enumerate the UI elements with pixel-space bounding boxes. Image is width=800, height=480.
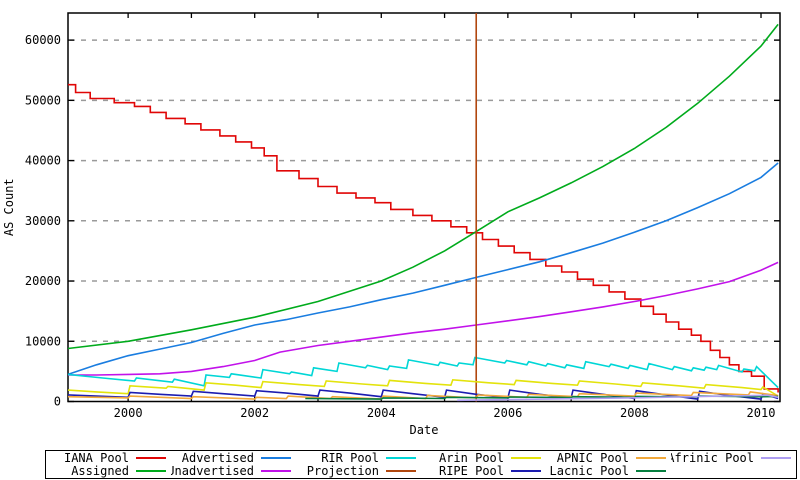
legend-item-advertised: Advertised [171,452,296,465]
legend-item-iana-pool: IANA Pool [46,452,171,465]
legend-item-projection: Projection [296,465,421,478]
legend-swatch [386,457,416,459]
y-tick-label: 10000 [25,334,61,348]
legend-swatch [386,470,416,472]
y-tick-label: 60000 [25,33,61,47]
legend-label: Assigned [71,464,129,478]
x-tick-label: 2002 [240,406,269,420]
legend-item-arin-pool: Arin Pool [421,452,546,465]
legend-swatch [761,457,791,459]
legend-label: Projection [306,464,379,478]
legend-item-rir-pool: RIR Pool [296,452,421,465]
x-tick-label: 2006 [493,406,522,420]
legend-item-unadvertised: Unadvertised [171,465,296,478]
x-tick-label: 2010 [747,406,776,420]
y-tick-label: 30000 [25,214,61,228]
y-tick-label: 0 [54,395,61,409]
chart-svg: 2000 2002 2004 2006 2008 2010 0 10000 20000 30000… [2,12,781,437]
legend-item-afrinic-pool: Afrinic Pool [671,452,796,465]
legend-label: Arin Pool [438,451,504,465]
legend-label: RIPE Pool [438,464,504,478]
legend-swatch [136,457,166,459]
legend-label: Advertised [181,451,254,465]
series-iana-pool [68,83,779,393]
legend-swatch [511,457,541,459]
y-tick-label: 50000 [25,93,61,107]
x-tick-label: 2000 [114,406,143,420]
legend-label: RIR Pool [321,451,379,465]
legend-swatch [261,457,291,459]
legend-label: Afrinic Pool [671,451,754,465]
legend-label: IANA Pool [63,451,129,465]
legend-item-lacnic-pool: Lacnic Pool [546,465,671,478]
y-tick-label: 20000 [25,274,61,288]
plot-border [67,12,781,403]
series-afrinic-pool [457,394,779,402]
series-unadvertised [68,261,779,376]
legend-label: Lacnic Pool [549,464,629,478]
legend-swatch [261,470,291,472]
legend-swatch [636,457,666,459]
x-tick-label: 2008 [620,406,649,420]
legend-item-assigned: Assigned [46,465,171,478]
x-axis-title: Date [410,423,439,437]
legend-label: APNIC Pool [556,451,629,465]
series-assigned [67,23,779,350]
legend: IANA Pool Assigned Advertised Unadvertised R… [45,450,797,479]
series-arin-pool [67,378,779,397]
legend-item-ripe-pool: RIPE Pool [421,465,546,478]
legend-swatch [136,470,166,472]
series-rir-pool [67,356,779,389]
series-advertised [67,162,779,376]
y-axis-title: AS Count [2,178,16,236]
x-tick-label: 2004 [367,406,396,420]
legend-label: Unadvertised [171,464,254,478]
legend-swatch [636,470,666,472]
legend-swatch [511,470,541,472]
series-apnic-pool [67,391,779,400]
legend-item-apnic-pool: APNIC Pool [546,452,671,465]
y-tick-label: 40000 [25,154,61,168]
